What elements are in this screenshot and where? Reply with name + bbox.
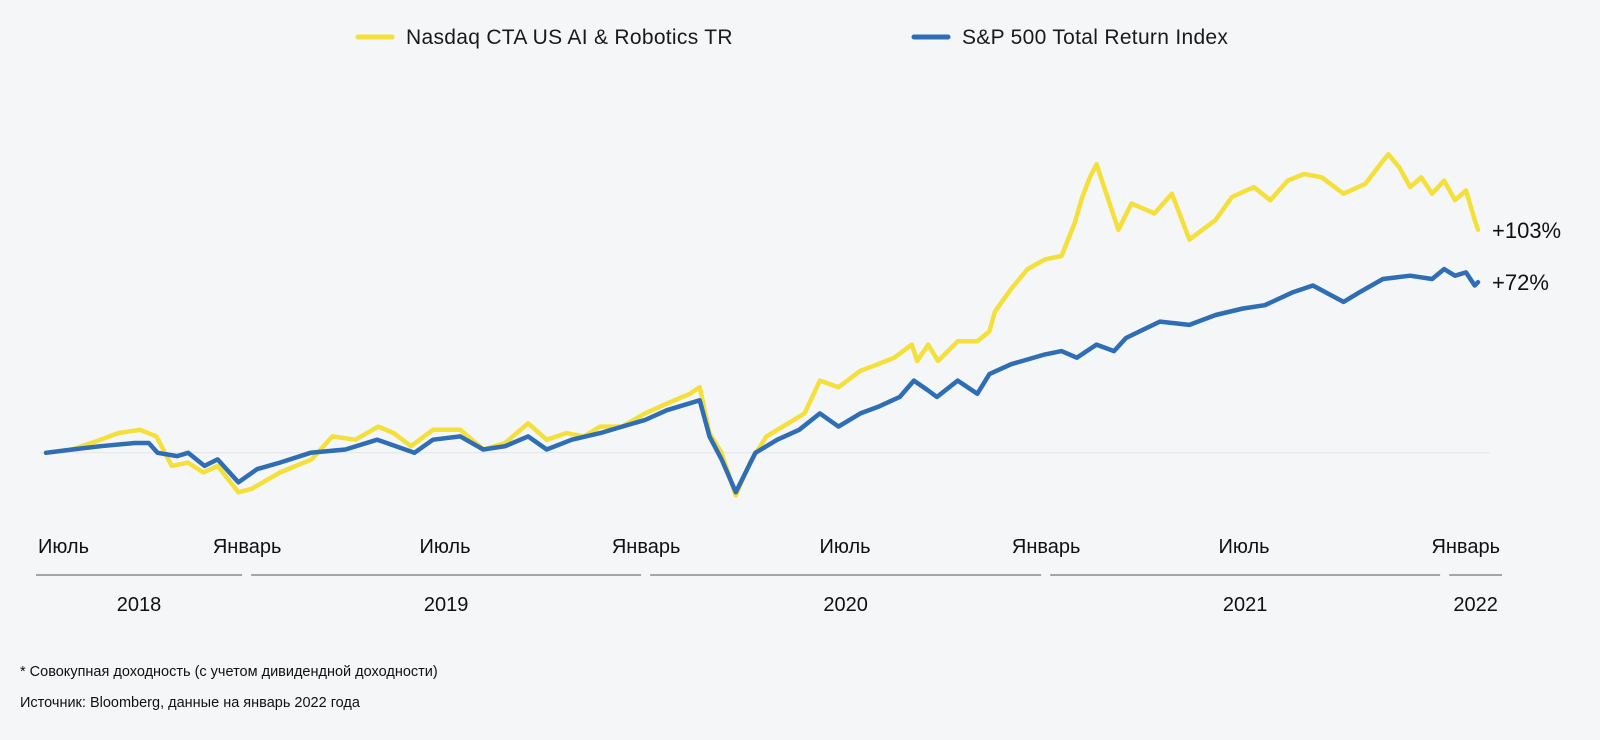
chart-legend: Nasdaq CTA US AI & Robotics TR S&P 500 To… <box>355 26 1228 49</box>
month-tick-label: Июль <box>820 536 871 558</box>
end-label-2: +72% <box>1492 270 1549 295</box>
month-tick-label: Январь <box>1431 536 1500 558</box>
month-tick-label: Январь <box>612 536 681 558</box>
series-line-2 <box>43 266 1481 495</box>
year-label: 2019 <box>424 594 469 616</box>
year-label: 2018 <box>117 594 162 616</box>
month-tick-label: Январь <box>213 536 282 558</box>
footnote-source: Источник: Bloomberg, данные на январь 20… <box>20 695 360 711</box>
x-axis: Июль Январь Июль Январь Июль Январь Июль Январь… <box>36 536 1502 616</box>
end-labels: +103% +72% <box>1492 218 1561 295</box>
year-label: 2022 <box>1453 594 1498 616</box>
footnote-total-return: * Совокупная доходность (с учетом дивиде… <box>20 664 438 680</box>
month-tick-label: Июль <box>38 536 89 558</box>
legend-label-2: S&P 500 Total Return Index <box>962 26 1228 49</box>
year-label: 2020 <box>823 594 868 616</box>
month-tick-label: Январь <box>1012 536 1081 558</box>
legend-label-1: Nasdaq CTA US AI & Robotics TR <box>406 26 733 49</box>
month-tick-label: Июль <box>419 536 470 558</box>
series-layer <box>43 152 1481 498</box>
series-line-1 <box>43 152 1481 498</box>
year-label: 2021 <box>1223 594 1268 616</box>
end-label-1: +103% <box>1492 218 1561 243</box>
month-tick-label: Июль <box>1219 536 1270 558</box>
